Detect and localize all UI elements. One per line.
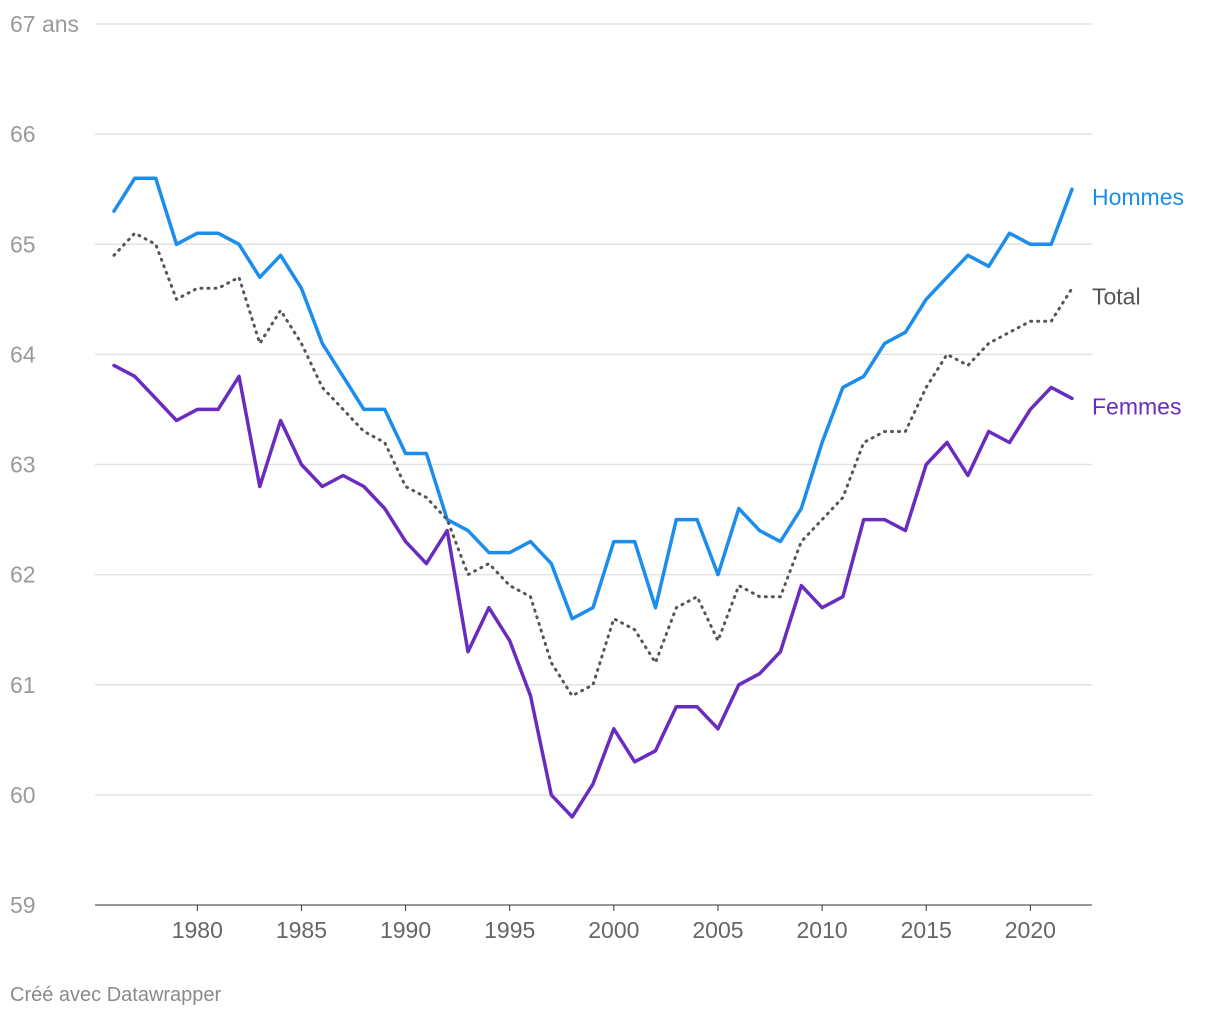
credit-text: Créé avec Datawrapper bbox=[10, 984, 222, 1006]
series-line-femmes bbox=[112, 363, 1074, 819]
series-line-total bbox=[112, 231, 1074, 698]
x-tick-label: 2015 bbox=[901, 917, 952, 943]
x-tick-label: 1985 bbox=[276, 917, 327, 943]
x-tick-label: 2005 bbox=[692, 917, 743, 943]
y-tick-label: 59 bbox=[10, 892, 36, 918]
y-tick-label: 61 bbox=[10, 672, 36, 698]
x-axis-ticks: 1980 1985 1990 1995 2000 2005 2010 2015 2020 bbox=[172, 905, 1056, 943]
gridlines bbox=[95, 23, 1092, 906]
series-line-hommes bbox=[112, 176, 1074, 621]
series-label-total: Total bbox=[1092, 283, 1141, 309]
x-tick-label: 2020 bbox=[1005, 917, 1056, 943]
y-tick-label: 62 bbox=[10, 562, 36, 588]
y-tick-label: 63 bbox=[10, 452, 36, 478]
series-lines bbox=[112, 176, 1074, 819]
x-tick-label: 1990 bbox=[380, 917, 431, 943]
series-labels: Hommes Total Femmes bbox=[1092, 184, 1184, 419]
series-label-hommes: Hommes bbox=[1092, 184, 1184, 210]
y-tick-label: 67 ans bbox=[10, 11, 79, 37]
x-tick-label: 1995 bbox=[484, 917, 535, 943]
y-tick-label: 60 bbox=[10, 782, 36, 808]
series-label-femmes: Femmes bbox=[1092, 393, 1181, 419]
x-tick-label: 1980 bbox=[172, 917, 223, 943]
y-axis-ticks: 67 ans 66 65 64 63 62 61 60 59 bbox=[10, 11, 79, 918]
x-tick-label: 2000 bbox=[588, 917, 639, 943]
y-tick-label: 65 bbox=[10, 231, 36, 257]
y-tick-label: 64 bbox=[10, 341, 36, 367]
y-tick-label: 66 bbox=[10, 121, 36, 147]
x-tick-label: 2010 bbox=[797, 917, 848, 943]
